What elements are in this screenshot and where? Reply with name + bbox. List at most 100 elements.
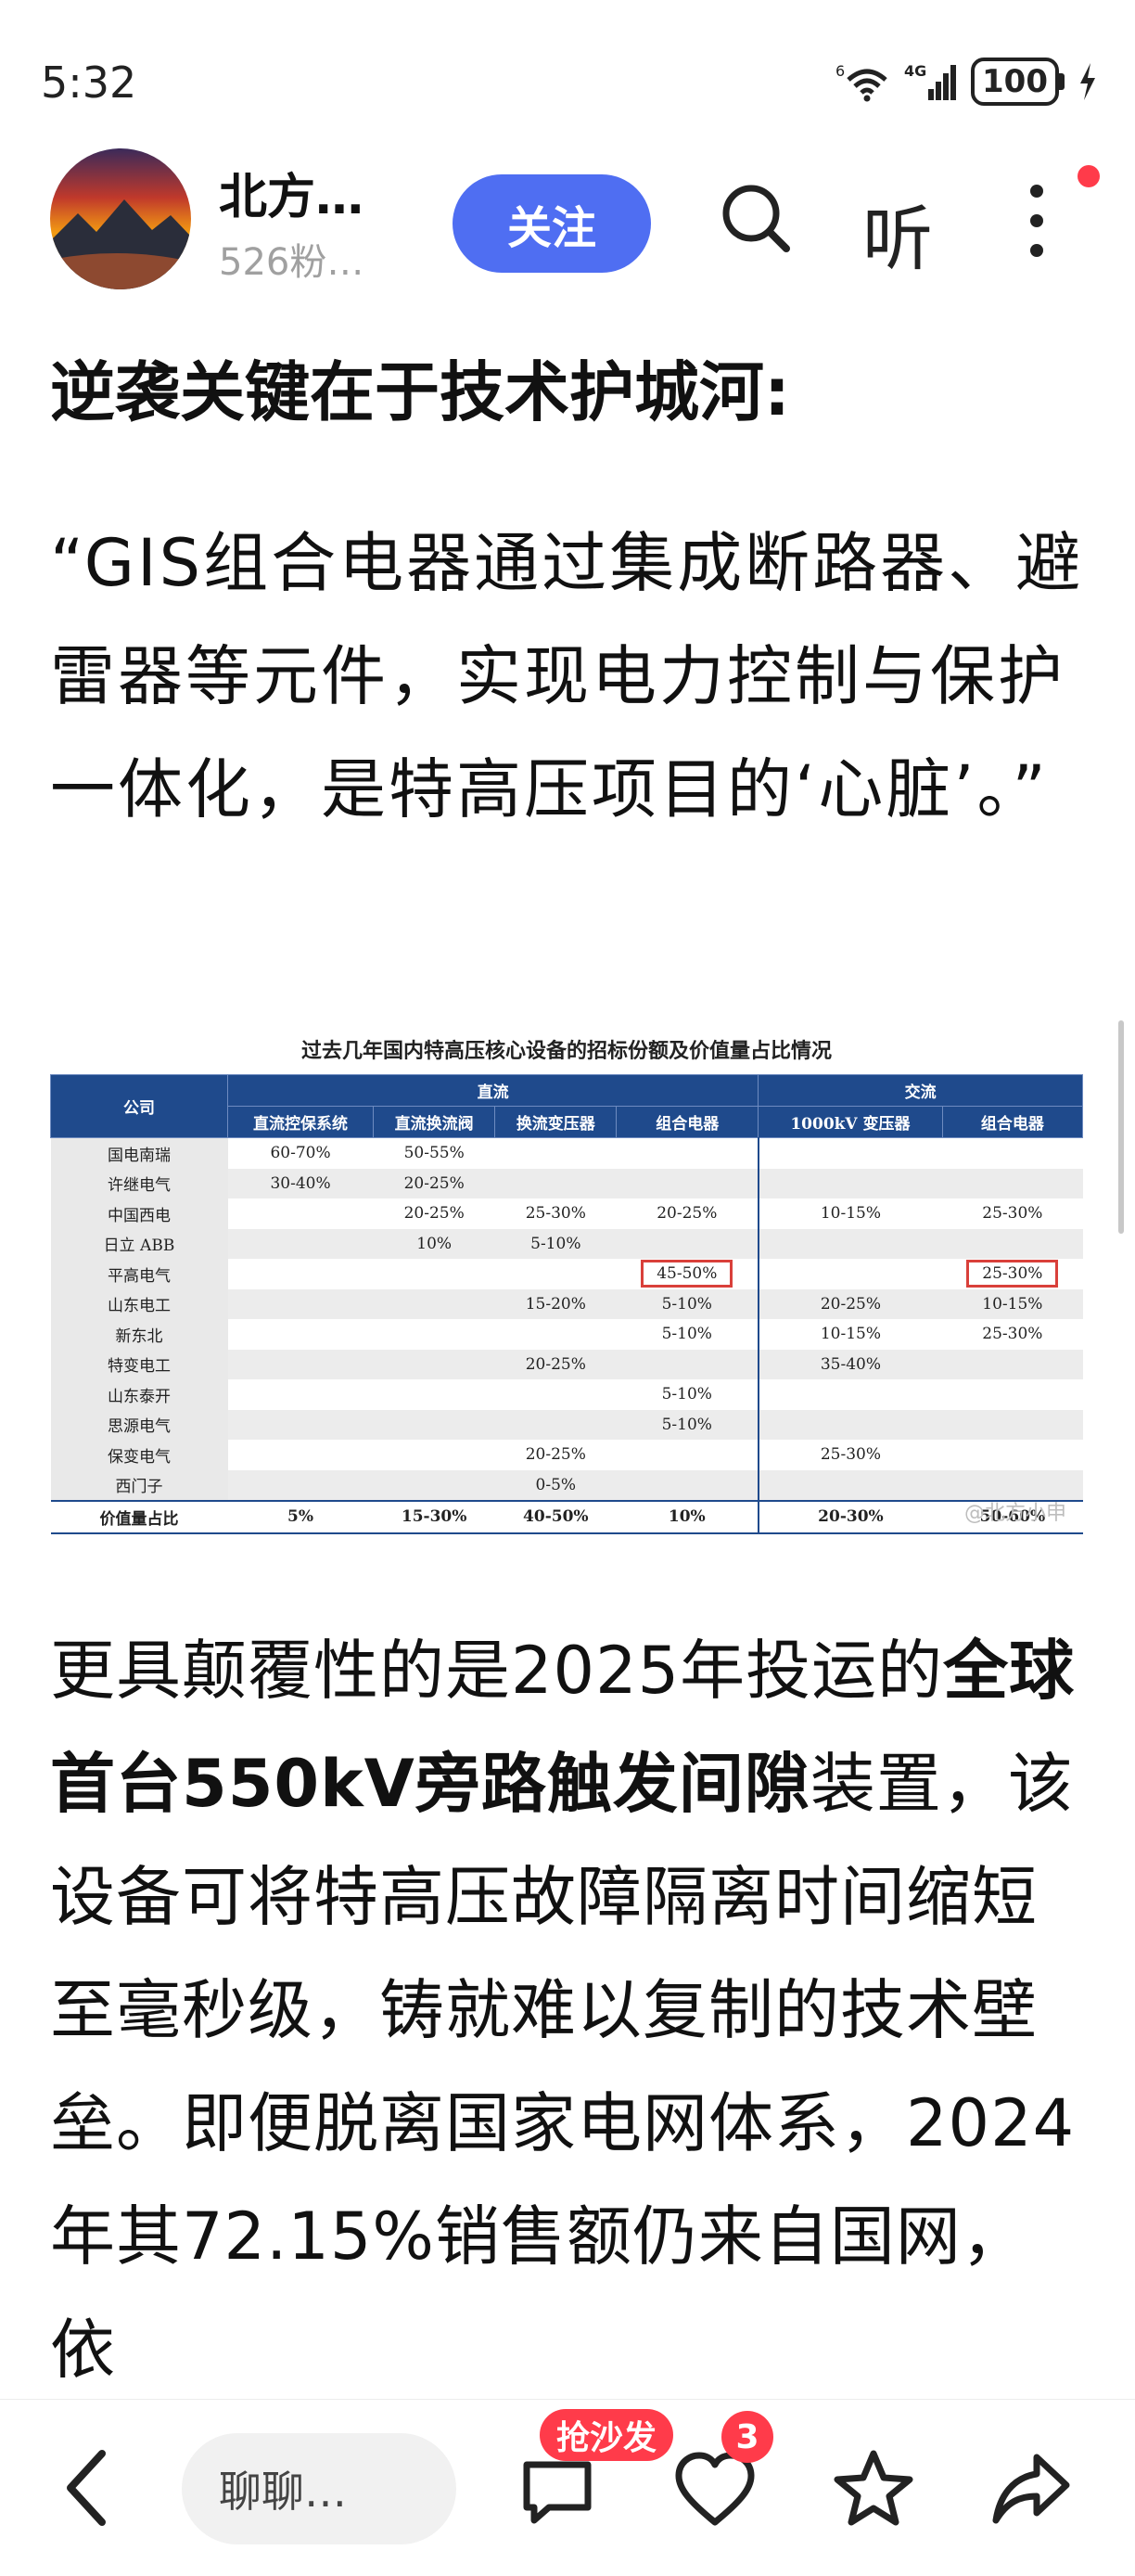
table-row: 许继电气 30-40% 20-25%	[50, 1168, 1083, 1198]
share-cell	[374, 1379, 495, 1410]
company-cell: 思源电气	[50, 1409, 228, 1440]
sofa-badge: 抢沙发	[540, 2409, 674, 2461]
col-header: 1000kV 变压器	[758, 1106, 943, 1138]
follow-button[interactable]: 关注	[453, 174, 651, 273]
table-title: 过去几年国内特高压核心设备的招标份额及价值量占比情况	[300, 1039, 832, 1063]
more-options-icon[interactable]	[1011, 182, 1063, 260]
highlighted-value: 25-30%	[966, 1260, 1059, 1288]
share-cell	[373, 1349, 495, 1379]
share-cell	[942, 1168, 1083, 1198]
share-cell: 60-70%	[270, 1144, 331, 1163]
company-cell: 价值量占比	[50, 1500, 228, 1534]
table-row: 山东泰开 5-10%	[50, 1379, 1083, 1410]
comment-input[interactable]: 聊聊…	[182, 2433, 456, 2544]
table-total-row: 价值量占比 5% 15-30% 40-50% 10% 20-30% 50-60%	[50, 1500, 1083, 1534]
col-company: 公司	[50, 1074, 228, 1138]
share-icon[interactable]	[988, 2448, 1074, 2531]
share-cell	[942, 1379, 1082, 1410]
share-cell	[757, 1259, 943, 1289]
like-heart-icon[interactable]	[671, 2448, 759, 2531]
share-cell: 15-30%	[373, 1500, 495, 1534]
search-icon[interactable]	[714, 176, 797, 260]
col-header: 直流换流阀	[373, 1106, 496, 1138]
share-cell	[617, 1138, 759, 1169]
share-cell: 20-25%	[657, 1204, 718, 1224]
share-cell	[616, 1349, 759, 1379]
share-cell	[374, 1259, 495, 1289]
share-cell	[942, 1409, 1083, 1440]
col-header: 组合电器	[616, 1106, 759, 1138]
share-cell	[494, 1409, 617, 1440]
share-cell	[495, 1138, 617, 1169]
table-row: 日立 ABB 10% 5-10%	[50, 1228, 1083, 1259]
col-header: 换流变压器	[494, 1106, 618, 1138]
share-cell: 0-5%	[494, 1469, 617, 1501]
watermark: @北方小申	[963, 1502, 1066, 1525]
share-cell: 5-10%	[661, 1325, 712, 1344]
favorite-star-icon[interactable]	[831, 2448, 916, 2531]
share-cell: 15-20%	[494, 1288, 617, 1319]
share-cell: 25-30%	[525, 1204, 586, 1224]
cellular-signal-icon: 4G	[904, 62, 957, 100]
share-cell	[757, 1379, 943, 1410]
battery-indicator: 100	[971, 58, 1065, 106]
share-cell	[228, 1379, 374, 1410]
back-arrow-icon[interactable]	[59, 2446, 115, 2530]
bid-share-table: 公司 直流 交流 直流控保系统 直流换流阀 换流变压器 组合电器 1000kV …	[50, 1074, 1084, 1534]
scrollbar[interactable]	[1118, 1020, 1124, 1234]
highlighted-value: 45-50%	[641, 1260, 733, 1288]
col-header: 组合电器	[941, 1106, 1084, 1138]
share-cell	[942, 1228, 1083, 1259]
share-cell	[373, 1409, 495, 1440]
share-cell: 10-15%	[757, 1198, 943, 1229]
table-row: 新东北 5-10% 10-15% 25-30%	[50, 1319, 1083, 1350]
share-cell: 50-55%	[403, 1144, 465, 1163]
share-cell	[373, 1288, 495, 1319]
share-cell	[228, 1319, 374, 1350]
company-cell: 西门子	[50, 1469, 228, 1501]
table-row: 平高电气 45-50% 25-30%	[50, 1259, 1083, 1289]
share-cell: 20-25%	[525, 1445, 586, 1465]
share-cell	[942, 1349, 1083, 1379]
share-cell	[227, 1409, 374, 1440]
listen-button[interactable]: 听	[862, 198, 933, 280]
share-cell	[757, 1469, 943, 1501]
share-cell: 30-40%	[227, 1168, 374, 1198]
company-cell: 保变电气	[50, 1440, 228, 1470]
bid-share-table-image[interactable]: 过去几年国内特高压核心设备的招标份额及价值量占比情况 公司 直流 交流 直流控保…	[50, 1028, 1084, 1543]
share-cell: 20-30%	[757, 1500, 943, 1534]
like-count-badge: 3	[721, 2411, 773, 2463]
table-row: 思源电气 5-10%	[50, 1409, 1083, 1440]
author-fans-count: 526粉…	[219, 241, 364, 284]
company-cell: 日立 ABB	[50, 1228, 228, 1259]
share-cell: 10%	[616, 1500, 759, 1534]
share-cell	[228, 1198, 374, 1229]
share-cell	[495, 1259, 617, 1289]
comment-icon[interactable]	[516, 2448, 599, 2531]
para3-bold-text: 全球首台550kV旁路触发间隙	[50, 1633, 1076, 1822]
share-cell: 50-60%	[942, 1500, 1083, 1534]
author-avatar[interactable]	[50, 148, 191, 289]
company-cell: 新东北	[50, 1319, 228, 1350]
share-cell	[228, 1259, 374, 1289]
table-row: 国电南瑞 60-70% 50-55%	[50, 1137, 1083, 1169]
company-cell: 国电南瑞	[50, 1137, 228, 1169]
share-cell: 35-40%	[757, 1349, 943, 1379]
share-cell	[757, 1137, 943, 1169]
share-cell	[757, 1228, 943, 1259]
company-cell: 中国西电	[50, 1198, 228, 1229]
share-cell	[373, 1469, 495, 1501]
share-cell	[495, 1319, 617, 1350]
battery-cap	[1059, 73, 1065, 90]
share-cell: 25-30%	[982, 1204, 1043, 1224]
share-cell	[227, 1469, 374, 1501]
share-cell: 5-10%	[494, 1228, 617, 1259]
company-cell: 许继电气	[50, 1168, 228, 1198]
share-cell	[757, 1409, 943, 1440]
share-cell	[942, 1440, 1082, 1470]
share-cell: 10%	[373, 1228, 495, 1259]
share-cell: 20-25%	[757, 1288, 943, 1319]
author-name[interactable]: 北方…	[219, 170, 364, 225]
share-cell	[227, 1288, 374, 1319]
company-cell: 平高电气	[50, 1259, 228, 1289]
